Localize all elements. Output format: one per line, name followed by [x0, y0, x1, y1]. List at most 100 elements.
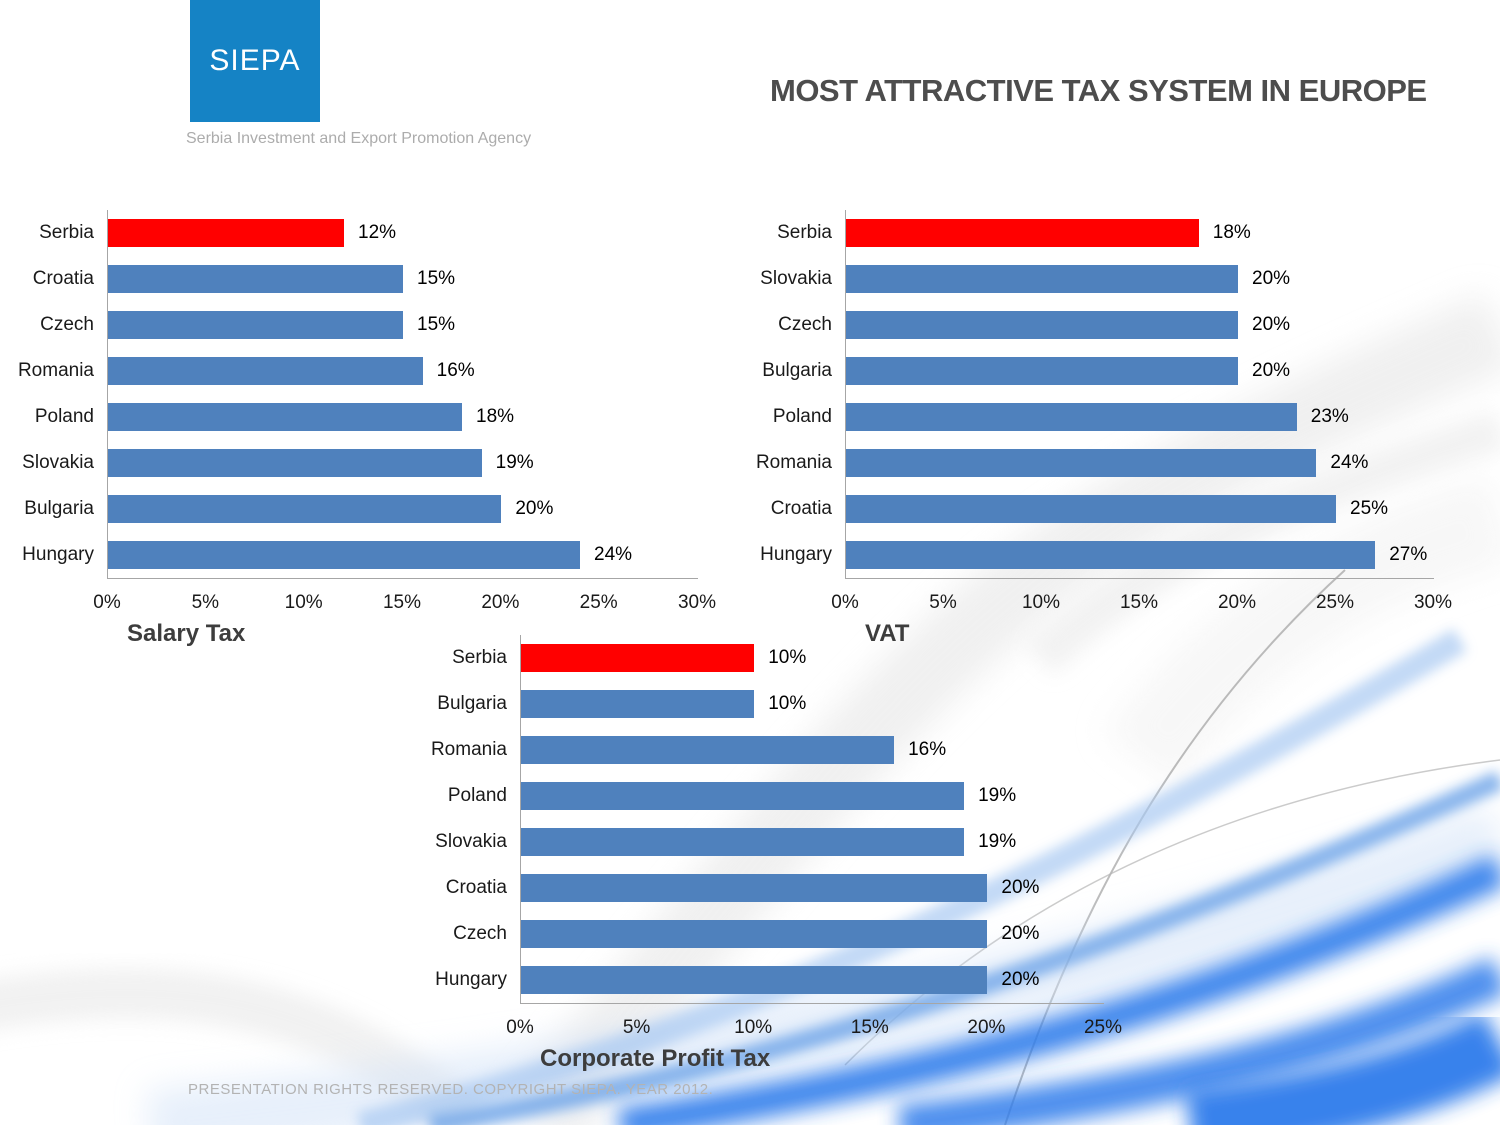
chart-row-hungary: 24% [108, 532, 698, 578]
chart-row-hungary: 27% [846, 532, 1434, 578]
chart-row-romania: 16% [108, 348, 698, 394]
bar-hungary [108, 541, 580, 569]
bar-croatia [108, 265, 403, 293]
axis-tick-label: 0% [831, 592, 859, 613]
category-label-hungary: Hungary [760, 544, 832, 565]
axis-tick-label: 25% [579, 592, 618, 613]
chart-row-croatia: 20% [521, 865, 1104, 911]
axis-tick-label: 15% [1119, 592, 1159, 613]
bar-croatia [521, 874, 988, 902]
chart-row-bulgaria: 10% [521, 681, 1104, 727]
category-label-czech: Czech [778, 314, 832, 335]
category-label-serbia: Serbia [777, 222, 832, 243]
chart-row-bulgaria: 20% [846, 348, 1434, 394]
blue-swoosh-band [897, 956, 1500, 1125]
bar-poland [846, 403, 1297, 431]
logo-subtitle: Serbia Investment and Export Promotion A… [186, 130, 532, 147]
value-label-serbia: 18% [1212, 222, 1251, 243]
value-label-czech: 15% [417, 314, 456, 335]
blue-swoosh-band [428, 770, 1500, 1125]
category-label-czech: Czech [40, 314, 94, 335]
chart-row-slovakia: 20% [846, 256, 1434, 302]
bar-czech [521, 920, 988, 948]
bar-hungary [846, 541, 1376, 569]
chart-row-hungary: 20% [521, 957, 1104, 1003]
category-label-poland: Poland [772, 406, 832, 427]
bar-serbia [521, 644, 755, 672]
value-label-bulgaria: 10% [768, 693, 807, 714]
category-label-romania: Romania [755, 452, 832, 473]
value-label-croatia: 15% [417, 268, 456, 289]
page-title: MOST ATTRACTIVE TAX SYSTEM IN EUROPE [770, 72, 1427, 108]
blue-swoosh-band [146, 806, 1500, 1125]
vat-plot-area: 18% 20% 20% 20% 23% 24% 25% 27% [845, 210, 1434, 579]
value-label-poland: 19% [978, 785, 1017, 806]
category-label-romania: Romania [430, 739, 507, 760]
chart-row-croatia: 15% [108, 256, 698, 302]
value-label-hungary: 20% [1001, 969, 1040, 990]
chart-row-serbia: 12% [108, 210, 698, 256]
corporate-profit-tax-title: Corporate Profit Tax [540, 1045, 771, 1072]
chart-row-czech: 20% [846, 302, 1434, 348]
bar-romania [846, 449, 1317, 477]
category-label-serbia: Serbia [39, 222, 94, 243]
category-label-poland: Poland [34, 406, 94, 427]
bar-bulgaria [846, 357, 1238, 385]
corporate-profit-tax-plot-area: 10% 10% 16% 19% 19% 20% 20% 20% [520, 635, 1104, 1004]
axis-tick-label: 5% [929, 592, 957, 613]
axis-tick-label: 25% [1083, 1017, 1123, 1038]
bar-serbia [108, 219, 344, 247]
blue-swoosh-band [1185, 1011, 1500, 1125]
axis-tick-label: 30% [1413, 592, 1453, 613]
gray-silk-band [1026, 410, 1500, 675]
vat-x-axis: 0% 5% 10% 15% 20% 25% 30% [831, 578, 1452, 614]
category-label-czech: Czech [453, 923, 507, 944]
bar-hungary [521, 966, 988, 994]
vat-category-axis: Serbia Slovakia Czech Bulgaria Poland Romania… [750, 210, 845, 578]
chart-row-romania: 16% [521, 727, 1104, 773]
category-label-croatia: Croatia [445, 877, 507, 898]
chart-row-slovakia: 19% [521, 819, 1104, 865]
category-label-serbia: Serbia [452, 647, 507, 668]
corporate-profit-tax-x-axis: 0% 5% 10% 15% 20% 25% [506, 1003, 1122, 1039]
value-label-slovakia: 19% [978, 831, 1017, 852]
bar-poland [521, 782, 965, 810]
value-label-czech: 20% [1252, 314, 1291, 335]
blue-swoosh-band [356, 628, 1467, 1125]
value-label-bulgaria: 20% [515, 498, 554, 519]
vat-chart: Serbia Slovakia Czech Bulgaria Poland Romania… [750, 210, 1500, 670]
value-label-slovakia: 20% [1252, 268, 1291, 289]
copyright-text: PRESENTATION RIGHTS RESERVED. COPYRIGHT … [188, 1081, 714, 1098]
chart-row-serbia: 18% [846, 210, 1434, 256]
gray-silk-band [1104, 476, 1500, 788]
category-label-hungary: Hungary [22, 544, 94, 565]
axis-tick-label: 20% [481, 592, 520, 613]
axis-tick-label: 5% [191, 592, 220, 613]
chart-row-poland: 23% [846, 394, 1434, 440]
value-label-slovakia: 19% [495, 452, 534, 473]
value-label-croatia: 20% [1001, 877, 1040, 898]
axis-tick-label: 20% [1217, 592, 1257, 613]
chart-row-croatia: 25% [846, 486, 1434, 532]
category-label-bulgaria: Bulgaria [762, 360, 832, 381]
bar-czech [108, 311, 403, 339]
chart-row-romania: 24% [846, 440, 1434, 486]
axis-tick-label: 15% [850, 1017, 889, 1038]
chart-row-czech: 15% [108, 302, 698, 348]
corporate-profit-tax-category-axis: Serbia Bulgaria Romania Poland Slovakia Croat… [425, 635, 520, 1003]
chart-row-poland: 18% [108, 394, 698, 440]
category-label-romania: Romania [17, 360, 94, 381]
category-label-croatia: Croatia [32, 268, 94, 289]
axis-tick-label: 15% [382, 592, 422, 613]
value-label-serbia: 10% [768, 647, 807, 668]
chart-row-bulgaria: 20% [108, 486, 698, 532]
salary-tax-plot-area: 12% 15% 15% 16% 18% 19% 20% 24% [107, 210, 698, 579]
value-label-poland: 18% [476, 406, 515, 427]
category-label-bulgaria: Bulgaria [437, 693, 507, 714]
axis-tick-label: 10% [284, 592, 323, 613]
chart-row-serbia: 10% [521, 635, 1104, 681]
siepa-logo: SIEPA [190, 0, 320, 122]
chart-row-slovakia: 19% [108, 440, 698, 486]
value-label-serbia: 12% [358, 222, 397, 243]
